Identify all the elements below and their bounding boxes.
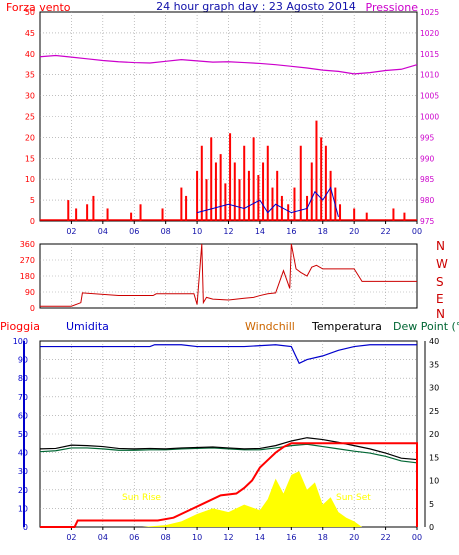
pressure-ytick-label-1000: 1000 — [420, 113, 439, 122]
wind-ytick-label-45: 45 — [25, 29, 35, 38]
rain-ytick-label-20: 20 — [18, 486, 28, 495]
rain-ytick-label-10: 10 — [18, 504, 28, 513]
rain-xtick-label-20: 20 — [349, 533, 359, 542]
temperature-line — [39, 437, 418, 461]
wind-xtick-label-16: 16 — [286, 227, 296, 236]
rain-ytick-label-60: 60 — [18, 411, 28, 420]
dir-label-e: E — [436, 292, 444, 306]
rain-ytick-label-100: 100 — [13, 337, 28, 346]
humidity-label: Umidita — [66, 320, 109, 333]
windchill-label: Windchill — [245, 320, 295, 333]
dir-ytick-label-180: 180 — [20, 272, 35, 281]
rain-xtick-label-22: 22 — [380, 533, 390, 542]
rain-ytick-label-30: 30 — [18, 467, 28, 476]
temp-ytick-label-25: 25 — [429, 407, 439, 416]
pressure-line — [39, 54, 418, 75]
temp-ytick-label-15: 15 — [429, 453, 439, 462]
temp-ytick-label-20: 20 — [429, 430, 439, 439]
wind-force-label: Forza vento — [6, 1, 71, 14]
wind-xtick-label-04: 04 — [98, 227, 108, 236]
pressure-ytick-label-1005: 1005 — [420, 92, 439, 101]
dir-ytick-label-360: 360 — [20, 240, 35, 249]
wind-average-line — [196, 186, 339, 217]
temp-ytick-label-40: 40 — [429, 337, 439, 346]
rain-xtick-label-00: 00 — [412, 533, 422, 542]
dir-label-n-top: N — [436, 239, 445, 253]
wind-xtick-label-02: 02 — [66, 227, 76, 236]
dewpoint-label: Dew Point (°C — [393, 320, 459, 333]
sun-set-label: Sun Set — [336, 493, 371, 503]
dir-label-n-bottom: N — [436, 307, 445, 321]
wind-xtick-label-06: 06 — [129, 227, 139, 236]
pressure-ytick-label-1020: 1020 — [420, 29, 439, 38]
pressure-ytick-label-980: 980 — [420, 196, 435, 205]
rain-ytick-label-70: 70 — [18, 393, 28, 402]
wind-ytick-label-15: 15 — [25, 154, 35, 163]
wind-ytick-label-25: 25 — [25, 113, 35, 122]
pressure-ytick-label-995: 995 — [420, 133, 435, 142]
dewpoint-line — [39, 443, 418, 464]
rain-xtick-label-08: 08 — [161, 533, 171, 542]
dir-label-w: W — [436, 257, 448, 271]
pressure-label: Pressione — [366, 1, 419, 14]
pressure-ytick-label-975: 975 — [420, 217, 435, 226]
wind-xtick-label-20: 20 — [349, 227, 359, 236]
wind-ytick-label-5: 5 — [30, 196, 35, 205]
wind-xtick-label-08: 08 — [161, 227, 171, 236]
wind-direction-line — [40, 243, 417, 307]
temp-ytick-label-5: 5 — [429, 500, 434, 509]
rain-ytick-label-40: 40 — [18, 449, 28, 458]
wind-xtick-label-22: 22 — [380, 227, 390, 236]
pressure-ytick-label-990: 990 — [420, 154, 435, 163]
pressure-ytick-label-1015: 1015 — [420, 50, 439, 59]
rain-xtick-label-12: 12 — [223, 533, 233, 542]
humidity-line — [40, 344, 417, 365]
solar-radiation-area — [40, 471, 417, 527]
wind-xtick-label-12: 12 — [223, 227, 233, 236]
rain-ytick-label-80: 80 — [18, 374, 28, 383]
wind-ytick-label-0: 0 — [30, 217, 35, 226]
rain-ytick-label-90: 90 — [18, 356, 28, 365]
rain-xtick-label-16: 16 — [286, 533, 296, 542]
wind-ytick-label-20: 20 — [25, 133, 35, 142]
wind-xtick-label-00: 00 — [412, 227, 422, 236]
dir-ytick-label-90: 90 — [25, 288, 35, 297]
rain-label: Pioggia — [0, 320, 40, 333]
wind-xtick-label-14: 14 — [255, 227, 265, 236]
wind-ytick-label-10: 10 — [25, 175, 35, 184]
dir-label-s: S — [436, 275, 444, 289]
temp-ytick-label-10: 10 — [429, 477, 439, 486]
wind-xtick-label-18: 18 — [318, 227, 328, 236]
rain-ytick-label-50: 50 — [18, 430, 28, 439]
temperature-label: Temperatura — [311, 320, 382, 333]
wind-ytick-label-35: 35 — [25, 71, 35, 80]
rain-xtick-label-10: 10 — [192, 533, 202, 542]
rain-xtick-label-02: 02 — [66, 533, 76, 542]
dir-ytick-label-0: 0 — [30, 304, 35, 313]
wind-xtick-label-10: 10 — [192, 227, 202, 236]
rain-xtick-label-18: 18 — [318, 533, 328, 542]
pressure-ytick-label-985: 985 — [420, 175, 435, 184]
sun-rise-label: Sun Rise — [122, 493, 161, 503]
wind-ytick-label-30: 30 — [25, 92, 35, 101]
rain-xtick-label-04: 04 — [98, 533, 108, 542]
pressure-ytick-label-1010: 1010 — [420, 71, 439, 80]
wind-ytick-label-50: 50 — [25, 8, 35, 17]
chart-title: 24 hour graph day : 23 Agosto 2014 — [156, 0, 356, 13]
rain-ytick-label-0: 0 — [23, 523, 28, 532]
temp-ytick-label-35: 35 — [429, 360, 439, 369]
pressure-ytick-label-1025: 1025 — [420, 8, 439, 17]
dir-ytick-label-270: 270 — [20, 256, 35, 265]
rain-xtick-label-14: 14 — [255, 533, 265, 542]
temp-ytick-label-0: 0 — [429, 523, 434, 532]
rain-cumulative-line — [40, 442, 418, 528]
wind-ytick-label-40: 40 — [25, 50, 35, 59]
rain-xtick-label-06: 06 — [129, 533, 139, 542]
temp-ytick-label-30: 30 — [429, 384, 439, 393]
